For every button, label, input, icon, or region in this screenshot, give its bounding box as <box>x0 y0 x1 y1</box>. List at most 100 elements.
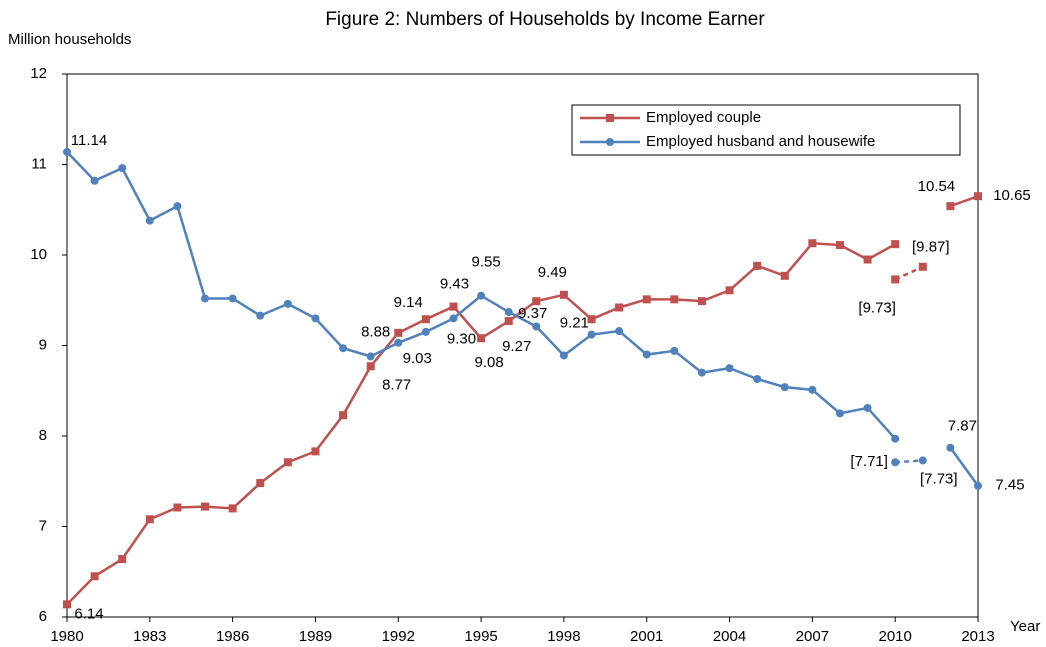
marker <box>918 262 927 271</box>
marker <box>863 403 872 412</box>
data-label: 7.87 <box>948 418 977 435</box>
marker <box>63 600 71 609</box>
marker <box>835 409 844 418</box>
marker <box>697 368 706 377</box>
legend-label: Employed couple <box>646 109 761 126</box>
y-tick-label: 8 <box>39 427 47 444</box>
marker <box>504 317 513 326</box>
legend-marker <box>606 138 614 146</box>
marker <box>725 286 734 295</box>
data-label: 8.88 <box>361 323 390 340</box>
marker <box>339 411 348 420</box>
data-label: 7.45 <box>995 477 1024 494</box>
data-label: 6.14 <box>74 605 103 622</box>
data-label: 9.21 <box>560 314 589 331</box>
x-tick-label: 2013 <box>961 628 994 645</box>
series-line <box>894 265 924 281</box>
marker <box>587 315 596 324</box>
marker <box>118 555 127 564</box>
marker <box>891 434 900 443</box>
x-tick-label: 1995 <box>464 628 497 645</box>
marker <box>974 481 982 490</box>
marker <box>366 362 375 371</box>
marker <box>366 352 375 361</box>
marker <box>421 327 430 336</box>
y-axis-label: Million households <box>8 31 131 48</box>
marker <box>780 383 789 392</box>
marker <box>642 295 651 304</box>
marker <box>891 458 900 467</box>
marker <box>283 458 292 467</box>
marker <box>532 322 541 331</box>
marker <box>946 202 955 211</box>
marker <box>228 504 237 513</box>
y-tick-label: 12 <box>30 65 47 82</box>
marker <box>118 164 127 173</box>
series-line <box>66 194 979 606</box>
marker <box>670 295 679 304</box>
x-tick-label: 2010 <box>878 628 911 645</box>
marker <box>311 314 320 323</box>
marker <box>228 294 237 303</box>
x-tick-label: 1998 <box>547 628 580 645</box>
marker <box>256 479 265 488</box>
marker <box>311 447 320 456</box>
marker <box>974 192 982 201</box>
x-tick-label: 1986 <box>216 628 249 645</box>
data-label: [7.73] <box>920 470 958 487</box>
marker <box>532 297 541 306</box>
data-label: 9.43 <box>440 276 469 293</box>
data-label: 9.37 <box>518 305 547 322</box>
data-label: 9.27 <box>502 338 531 355</box>
marker <box>449 302 458 311</box>
marker <box>835 241 844 250</box>
marker <box>201 294 210 303</box>
marker <box>615 303 624 312</box>
marker <box>891 240 900 249</box>
marker <box>90 572 99 581</box>
marker <box>283 299 292 308</box>
marker <box>725 364 734 373</box>
data-label: [9.73] <box>858 299 896 316</box>
marker <box>504 308 513 317</box>
marker <box>780 271 789 280</box>
data-label: 10.65 <box>993 187 1031 204</box>
marker <box>421 315 430 324</box>
marker <box>753 374 762 383</box>
marker <box>615 327 624 336</box>
marker <box>891 275 900 284</box>
marker <box>145 216 154 225</box>
x-tick-label: 1992 <box>382 628 415 645</box>
marker <box>670 346 679 355</box>
marker <box>90 176 99 185</box>
marker <box>642 350 651 359</box>
chart-title: Figure 2: Numbers of Households by Incom… <box>325 9 765 30</box>
marker <box>808 385 817 394</box>
marker <box>394 338 403 347</box>
marker <box>559 351 568 360</box>
marker <box>477 334 486 343</box>
marker <box>449 314 458 323</box>
marker <box>339 344 348 353</box>
data-label: 10.54 <box>918 178 956 195</box>
data-label: 8.77 <box>382 376 411 393</box>
legend-marker <box>606 114 614 122</box>
marker <box>863 255 872 264</box>
data-label: [7.71] <box>850 453 888 470</box>
x-tick-label: 2004 <box>713 628 746 645</box>
marker <box>201 502 210 511</box>
x-tick-label: 1983 <box>133 628 166 645</box>
marker <box>256 311 265 320</box>
data-label: 9.55 <box>471 254 500 271</box>
data-label: 11.14 <box>71 132 107 149</box>
x-tick-label: 1980 <box>50 628 83 645</box>
marker <box>173 503 182 512</box>
marker <box>173 202 182 211</box>
marker <box>918 456 927 465</box>
y-tick-label: 7 <box>39 517 47 534</box>
data-label: 9.14 <box>394 294 423 311</box>
marker <box>63 147 71 156</box>
marker <box>559 290 568 299</box>
x-tick-label: 1989 <box>299 628 332 645</box>
